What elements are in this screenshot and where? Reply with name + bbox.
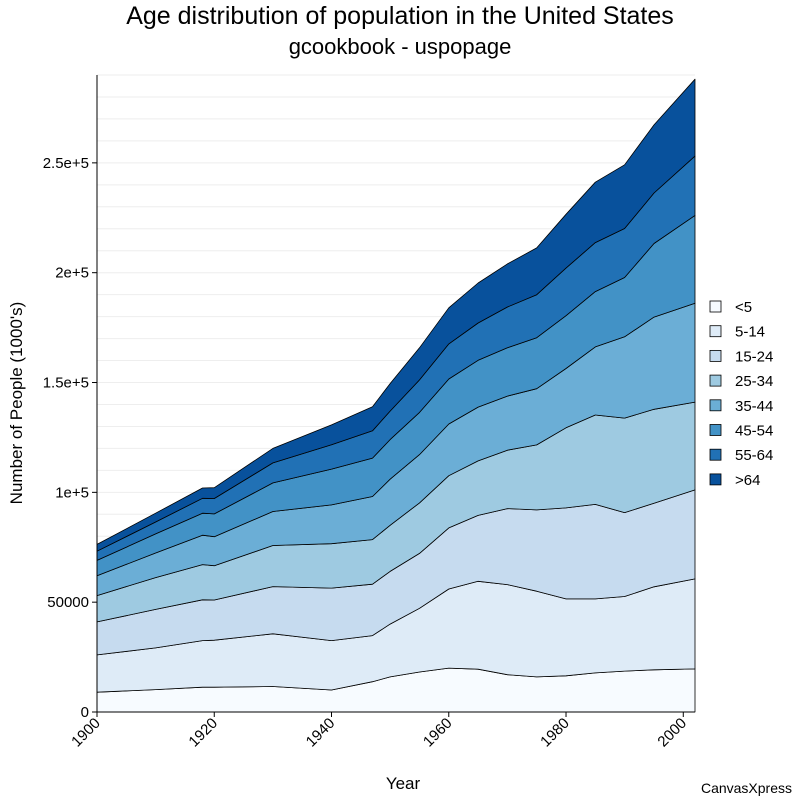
chart-title: Age distribution of population in the Un… xyxy=(126,2,674,30)
legend-label: <5 xyxy=(735,299,752,316)
legend-label: 35-44 xyxy=(735,398,773,415)
legend-label: >64 xyxy=(735,472,760,489)
x-tick-label: 1980 xyxy=(537,715,573,751)
legend-swatch xyxy=(709,424,722,436)
x-axis-label: Year xyxy=(386,774,421,793)
chart-subtitle: gcookbook - uspopage xyxy=(288,34,512,59)
y-tick-label: 0 xyxy=(81,704,89,721)
legend-swatch xyxy=(709,448,722,461)
legend-swatch xyxy=(709,325,722,338)
y-tick-label: 50000 xyxy=(47,594,89,611)
area-series-8 xyxy=(96,78,696,552)
credit-label: CanvasXpress xyxy=(700,780,792,796)
legend: <5 5-14 15-24 25-34 35-44 45-54 55-64 >64 xyxy=(709,299,773,489)
y-tick-label: 1.5e+5 xyxy=(43,375,89,392)
y-tick-label: 2.5e+5 xyxy=(43,155,89,172)
legend-label: 15-24 xyxy=(735,348,773,365)
legend-swatch xyxy=(709,399,722,412)
legend-swatch xyxy=(709,349,722,362)
x-tick-label: 2000 xyxy=(654,715,690,751)
legend-label: 45-54 xyxy=(735,423,773,440)
x-tick-label: 1960 xyxy=(420,715,456,751)
legend-swatch xyxy=(709,473,722,486)
legend-label: 25-34 xyxy=(735,373,773,390)
y-axis-label: Number of People (1000's) xyxy=(7,302,26,505)
area-series-group xyxy=(96,78,696,713)
y-tick-label: 2e+5 xyxy=(55,265,89,282)
legend-label: 55-64 xyxy=(735,447,773,464)
legend-swatch xyxy=(709,300,722,313)
legend-label: 5-14 xyxy=(735,324,765,341)
x-tick-label: 1920 xyxy=(185,715,221,751)
x-tick-label: 1940 xyxy=(303,715,339,751)
x-tick-label: 1900 xyxy=(68,715,104,751)
legend-swatch xyxy=(709,374,722,387)
y-tick-label: 1e+5 xyxy=(55,484,89,501)
